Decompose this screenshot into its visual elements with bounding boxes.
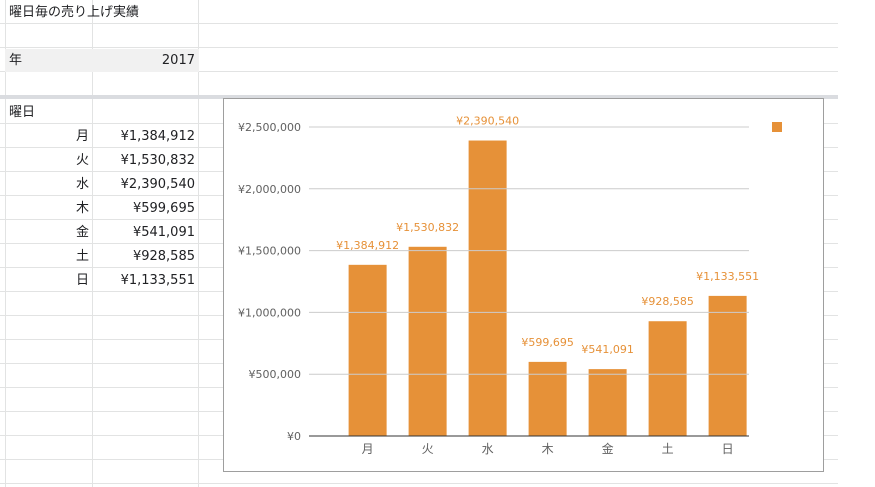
- bar[interactable]: [408, 246, 447, 436]
- grid-row: [0, 48, 838, 72]
- grid-row: [0, 72, 838, 96]
- day-cell[interactable]: 木: [75, 201, 89, 216]
- amount-cell[interactable]: ¥1,133,551: [120, 273, 195, 288]
- grid-row: [0, 24, 838, 48]
- bar[interactable]: [648, 321, 687, 436]
- bar-data-label: ¥1,530,832: [396, 221, 459, 234]
- bar-data-label: ¥1,384,912: [336, 239, 399, 252]
- day-cell[interactable]: 土: [75, 249, 89, 264]
- day-cell[interactable]: 月: [75, 129, 89, 144]
- x-tick-label: 火: [422, 442, 434, 456]
- legend-swatch: [772, 122, 782, 132]
- bar-data-label: ¥541,091: [581, 343, 634, 356]
- y-tick-label: ¥500,000: [249, 368, 302, 381]
- amount-cell[interactable]: ¥1,384,912: [120, 129, 195, 144]
- amount-cell[interactable]: ¥541,091: [132, 225, 195, 240]
- bar-data-label: ¥2,390,540: [456, 115, 519, 128]
- bar-data-label: ¥599,695: [521, 336, 574, 349]
- day-cell[interactable]: 火: [75, 153, 89, 168]
- frozen-row-divider[interactable]: [0, 95, 838, 99]
- grid-column-line: [5, 0, 6, 487]
- grid-column-line: [92, 0, 93, 487]
- weekday-header-cell[interactable]: 曜日: [9, 105, 36, 120]
- bar-data-label: ¥928,585: [641, 295, 694, 308]
- y-tick-label: ¥1,500,000: [238, 245, 301, 258]
- bar[interactable]: [468, 140, 507, 437]
- x-tick-label: 月: [362, 442, 374, 456]
- amount-cell[interactable]: ¥599,695: [132, 201, 195, 216]
- bar[interactable]: [348, 264, 387, 436]
- sheet-title-cell[interactable]: 曜日毎の売り上げ実績: [9, 5, 140, 20]
- x-tick-label: 日: [722, 442, 734, 456]
- grid-row: [0, 0, 838, 24]
- day-cell[interactable]: 水: [75, 177, 89, 192]
- amount-cell[interactable]: ¥1,530,832: [120, 153, 195, 168]
- y-tick-label: ¥1,000,000: [238, 306, 301, 319]
- day-cell[interactable]: 日: [75, 273, 89, 288]
- sales-bar-chart[interactable]: ¥0 ¥500,000 ¥1,000,000 ¥1,500,000 ¥2,000,000…: [223, 98, 824, 472]
- bar-data-label: ¥1,133,551: [696, 270, 759, 283]
- amount-cell[interactable]: ¥928,585: [132, 249, 195, 264]
- y-tick-label: ¥2,500,000: [238, 121, 301, 134]
- bar[interactable]: [528, 361, 567, 436]
- year-label-cell[interactable]: 年: [9, 53, 23, 68]
- year-value-cell[interactable]: 2017: [161, 53, 195, 68]
- x-tick-label: 金: [602, 441, 614, 456]
- amount-cell[interactable]: ¥2,390,540: [120, 177, 195, 192]
- bar[interactable]: [588, 369, 627, 436]
- grid-column-line: [198, 0, 199, 487]
- chart-canvas: ¥0 ¥500,000 ¥1,000,000 ¥1,500,000 ¥2,000,000…: [238, 115, 759, 456]
- y-tick-label: ¥2,000,000: [238, 183, 301, 196]
- day-cell[interactable]: 金: [75, 225, 89, 240]
- bar[interactable]: [708, 295, 747, 436]
- year-row-highlight: [5, 49, 199, 72]
- x-tick-label: 木: [542, 442, 554, 456]
- x-tick-label: 水: [482, 442, 494, 456]
- y-tick-label: ¥0: [287, 430, 301, 443]
- grid-row: [0, 460, 838, 484]
- x-tick-label: 土: [662, 442, 674, 456]
